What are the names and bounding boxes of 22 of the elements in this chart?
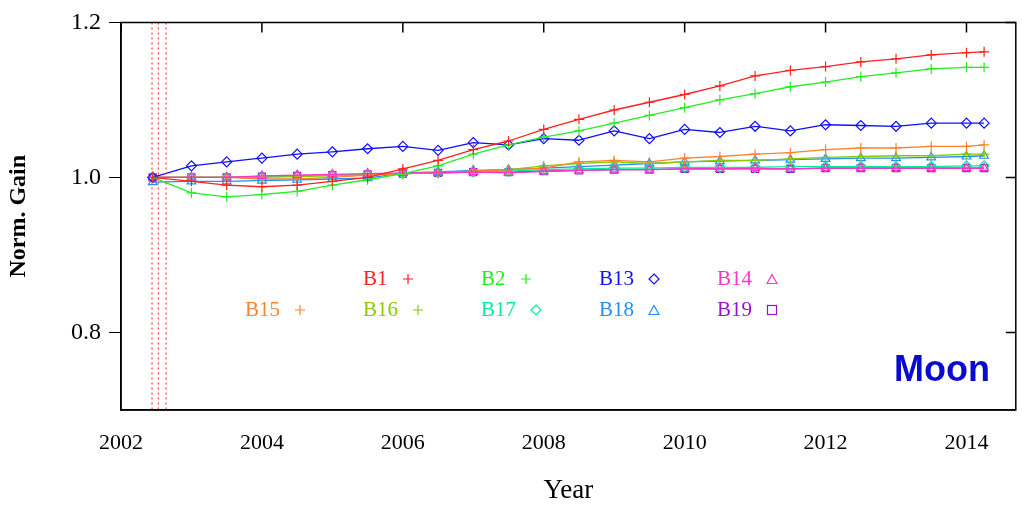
legend-label: B17: [481, 297, 517, 322]
x-axis-title: Year: [543, 473, 594, 504]
x-tick-label: 2004: [239, 428, 284, 454]
annotation: Moon: [894, 348, 990, 390]
y-tick-label: 0.8: [71, 317, 101, 344]
legend-label: B1: [363, 266, 388, 291]
y-axis-title: Norm. Gain: [3, 154, 30, 278]
legend-label: B18: [599, 297, 635, 322]
x-tick-label: 2012: [803, 428, 848, 454]
y-tick-label: 1.0: [71, 162, 101, 189]
y-tick-label: 1.2: [71, 7, 101, 34]
legend-label: B13: [599, 266, 635, 291]
x-tick-label: 2006: [380, 428, 425, 454]
x-tick-label: 2008: [521, 428, 566, 454]
x-tick-label: 2014: [944, 428, 989, 454]
legend-label: B14: [717, 266, 753, 291]
x-tick-label: 2010: [662, 428, 707, 454]
legend-label: B2: [481, 266, 506, 291]
legend-label: B19: [717, 297, 753, 322]
x-tick-label: 2002: [99, 428, 143, 454]
legend-label: B15: [245, 297, 281, 322]
legend-label: B16: [363, 297, 399, 322]
